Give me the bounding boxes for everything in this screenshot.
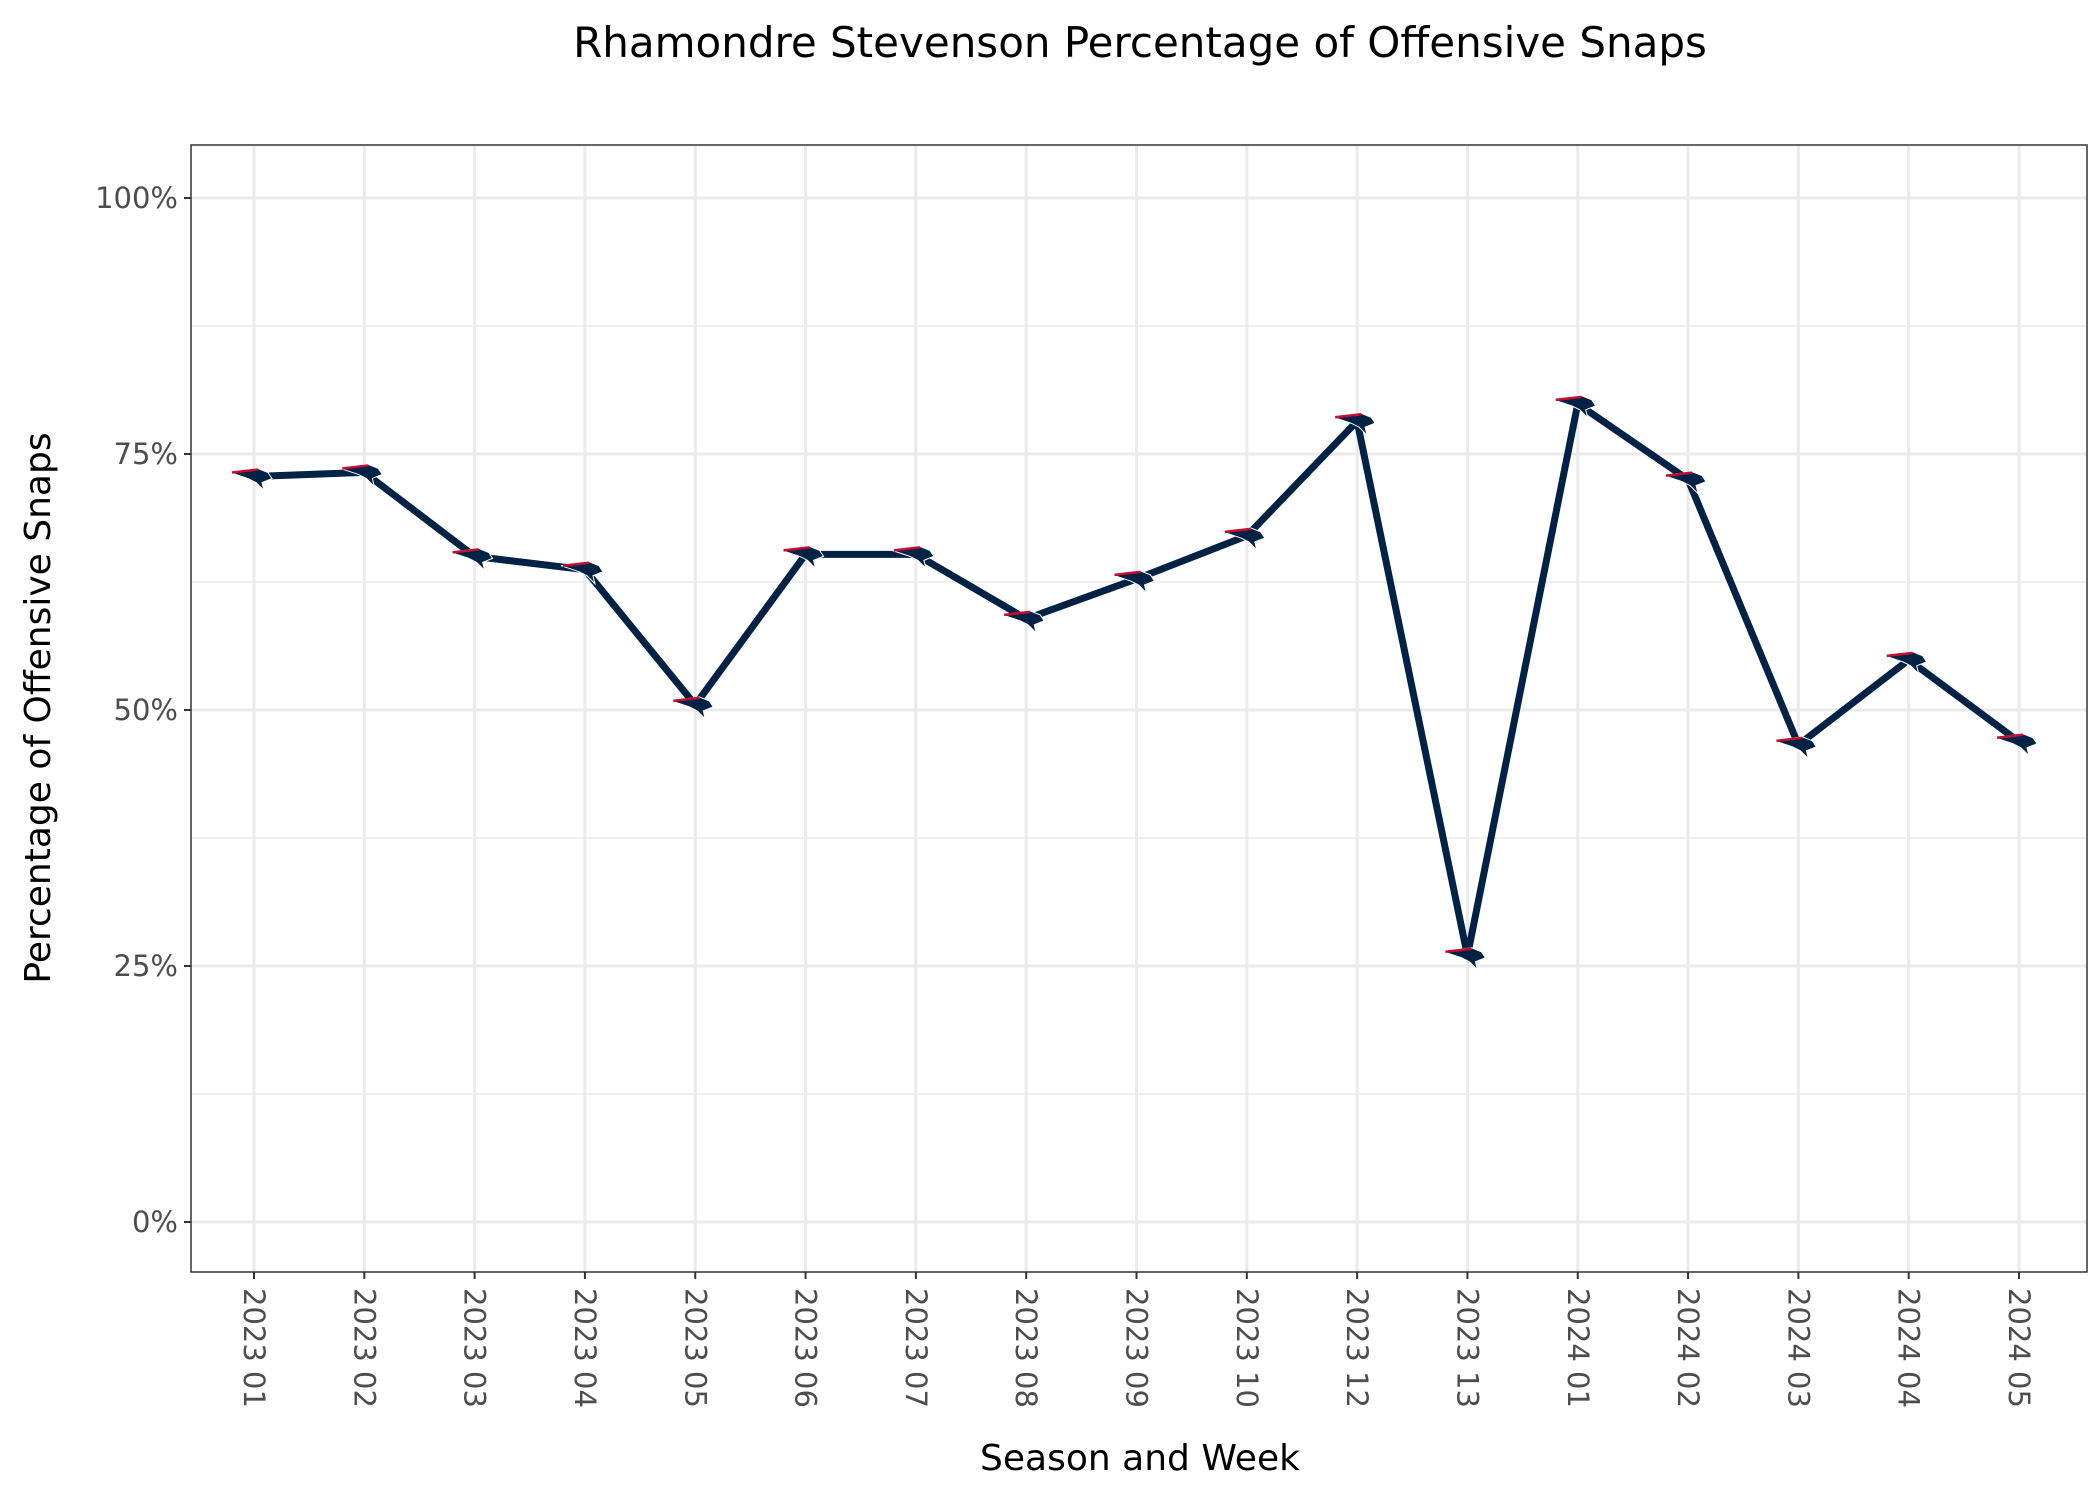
patriots-logo-marker — [1222, 527, 1266, 552]
patriots-logo-marker — [1553, 395, 1597, 420]
x-tick-label: 2023 05 — [678, 1288, 712, 1408]
y-tick-label: 0% — [132, 1205, 178, 1239]
patriots-logo-marker — [229, 468, 273, 493]
x-tick-label: 2023 07 — [899, 1288, 933, 1408]
patriots-logo-marker — [450, 547, 494, 573]
y-tick-label: 50% — [114, 693, 178, 727]
x-tick-label: 2024 03 — [1781, 1288, 1815, 1408]
x-tick-label: 2023 12 — [1340, 1288, 1374, 1408]
x-tick-label: 2023 09 — [1120, 1288, 1154, 1408]
x-tick-label: 2023 08 — [1009, 1288, 1043, 1408]
plot-panel — [190, 144, 2088, 1273]
x-axis-title: Season and Week — [980, 1438, 1300, 1479]
patriots-logo-marker — [1443, 947, 1487, 972]
x-tick-label: 2024 04 — [1892, 1288, 1926, 1408]
patriots-logo-marker — [1884, 651, 1928, 676]
patriots-logo-marker — [671, 696, 715, 721]
y-tick-label: 100% — [95, 181, 178, 215]
x-tick-label: 2023 01 — [237, 1288, 271, 1408]
patriots-logo-marker — [1663, 471, 1707, 496]
x-tick-label: 2023 10 — [1230, 1288, 1264, 1408]
patriots-logo-marker — [781, 545, 825, 570]
y-axis-title: Percentage of Offensive Snaps — [18, 432, 59, 983]
patriots-logo-marker — [1112, 570, 1156, 595]
patriots-logo-marker — [1332, 412, 1376, 437]
y-tick-label: 25% — [114, 949, 178, 983]
x-tick-label: 2024 01 — [1561, 1288, 1595, 1408]
patriots-logo-marker — [1994, 733, 2038, 758]
patriots-logo-marker — [891, 545, 935, 570]
patriots-logo-marker — [1774, 736, 1818, 761]
patriots-logo-marker — [340, 463, 384, 489]
chart-title: Rhamondre Stevenson Percentage of Offens… — [573, 18, 1707, 67]
x-tick-label: 2024 02 — [1671, 1288, 1705, 1408]
x-tick-label: 2023 06 — [789, 1288, 823, 1408]
x-tick-label: 2023 04 — [568, 1288, 602, 1408]
y-tick-label: 75% — [114, 437, 178, 471]
x-tick-label: 2023 13 — [1450, 1288, 1484, 1408]
patriots-logo-marker — [1002, 610, 1045, 635]
x-tick-label: 2023 02 — [347, 1288, 381, 1408]
x-tick-label: 2023 03 — [458, 1288, 492, 1408]
x-tick-label: 2024 05 — [2002, 1288, 2036, 1408]
patriots-logo-marker — [560, 561, 604, 586]
